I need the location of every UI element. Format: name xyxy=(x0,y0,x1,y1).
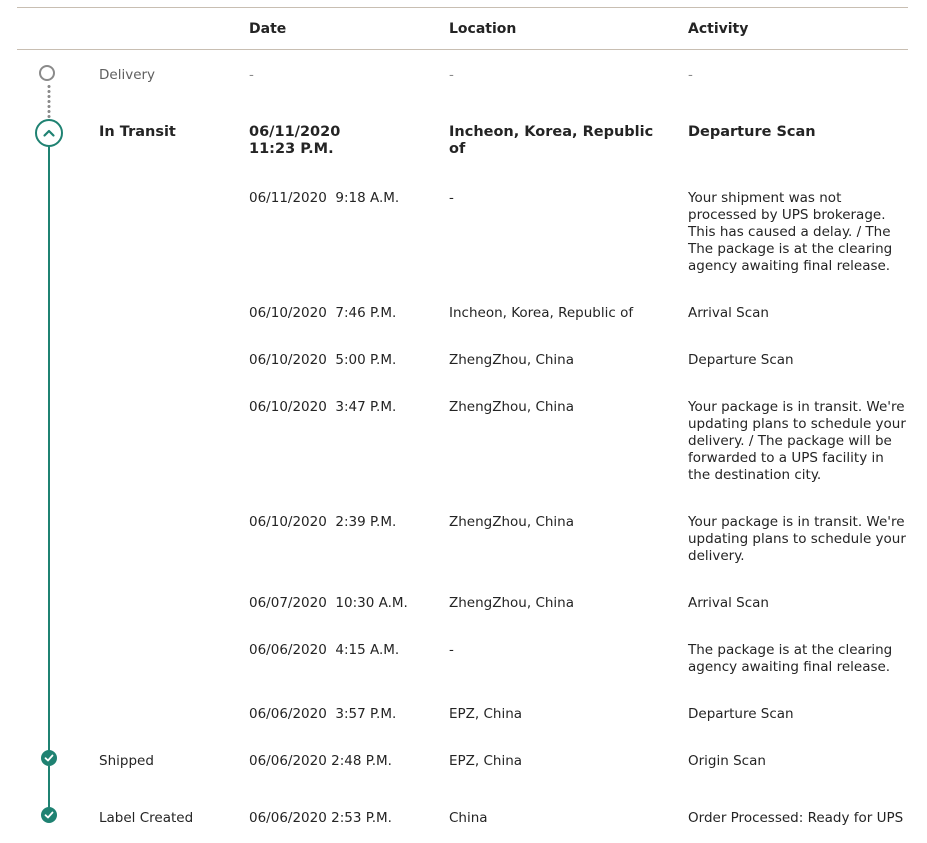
column-header-activity: Activity xyxy=(688,21,749,37)
delivery-date: - xyxy=(249,67,254,83)
progress-rail xyxy=(48,146,50,758)
event-date: 06/11/2020 9:18 A.M. xyxy=(249,190,400,206)
event-date: 06/10/2020 3:47 P.M. xyxy=(249,399,397,415)
shipped-date: 06/06/2020 2:48 P.M. xyxy=(249,753,392,769)
in-transit-date: 06/11/2020 11:23 P.M. xyxy=(249,124,341,157)
activity-line: The package is at the clearing xyxy=(688,241,893,257)
header-divider xyxy=(17,49,908,50)
event-date: 06/07/2020 10:30 A.M. xyxy=(249,595,408,611)
activity-line: Your shipment was not xyxy=(688,190,842,206)
activity-line: delivery. / The package will be xyxy=(688,433,892,449)
event-activity: Your shipment was not processed by UPS br… xyxy=(688,190,892,275)
activity-line: Your package is in transit. We're xyxy=(688,514,905,530)
event-activity: Departure Scan xyxy=(688,706,794,723)
activity-line: agency awaiting final release. xyxy=(688,258,891,274)
column-header-date: Date xyxy=(249,21,287,37)
activity-line: updating plans to schedule your xyxy=(688,531,906,547)
event-activity: Arrival Scan xyxy=(688,305,769,322)
event-location: ZhengZhou, China xyxy=(449,514,575,530)
column-header-location: Location xyxy=(449,21,517,37)
event-location: ZhengZhou, China xyxy=(449,352,575,368)
activity-line: Your package is in transit. We're xyxy=(688,399,905,415)
event-activity: Your package is in transit. We're updatin… xyxy=(688,399,906,484)
event-activity: The package is at the clearing agency awa… xyxy=(688,642,892,676)
in-transit-activity: Departure Scan xyxy=(688,124,816,140)
status-in-transit: In Transit xyxy=(99,124,176,140)
activity-line: updating plans to schedule your xyxy=(688,416,906,432)
event-location: ZhengZhou, China xyxy=(449,595,575,611)
event-location: Incheon, Korea, Republic of xyxy=(449,305,634,321)
event-location: - xyxy=(449,190,454,206)
activity-line: processed by UPS brokerage. xyxy=(688,207,886,223)
event-location: ZhengZhou, China xyxy=(449,399,575,415)
shipped-check-icon xyxy=(41,750,57,766)
shipped-activity: Origin Scan xyxy=(688,753,766,769)
collapse-chevron-up-icon[interactable] xyxy=(35,119,63,147)
event-date: 06/10/2020 5:00 P.M. xyxy=(249,352,397,368)
event-date: 06/06/2020 4:15 A.M. xyxy=(249,642,400,658)
status-delivery: Delivery xyxy=(99,67,156,83)
pending-step-icon xyxy=(39,65,55,81)
delivery-location: - xyxy=(449,67,454,83)
event-date: 06/10/2020 7:46 P.M. xyxy=(249,305,397,321)
activity-line: The package is at the clearing xyxy=(688,642,893,658)
activity-line: forwarded to a UPS facility in xyxy=(688,450,884,466)
label-created-date: 06/06/2020 2:53 P.M. xyxy=(249,810,392,826)
delivery-activity: - xyxy=(688,67,693,83)
status-shipped: Shipped xyxy=(99,753,154,769)
event-activity: Departure Scan xyxy=(688,352,794,369)
in-transit-location: Incheon, Korea, Republic of xyxy=(449,124,654,157)
event-location: EPZ, China xyxy=(449,706,523,722)
label-created-location: China xyxy=(449,810,488,826)
progress-rail-lower xyxy=(48,766,50,810)
label-created-activity: Order Processed: Ready for UPS xyxy=(688,810,904,826)
event-date: 06/06/2020 3:57 P.M. xyxy=(249,706,397,722)
status-label-created: Label Created xyxy=(99,810,194,826)
activity-line: Departure Scan xyxy=(688,352,794,368)
shipped-location: EPZ, China xyxy=(449,753,523,769)
top-divider xyxy=(17,7,908,8)
event-activity: Your package is in transit. We're updatin… xyxy=(688,514,906,565)
activity-line: Arrival Scan xyxy=(688,595,769,611)
activity-line: Arrival Scan xyxy=(688,305,769,321)
event-location: - xyxy=(449,642,454,658)
activity-line: delivery. xyxy=(688,548,745,564)
activity-line: agency awaiting final release. xyxy=(688,659,891,675)
event-date: 06/10/2020 2:39 P.M. xyxy=(249,514,397,530)
activity-line: Departure Scan xyxy=(688,706,794,722)
activity-line: the destination city. xyxy=(688,467,822,483)
label-created-check-icon xyxy=(41,807,57,823)
event-activity: Arrival Scan xyxy=(688,595,769,612)
pending-connector xyxy=(47,84,51,118)
activity-line: This has caused a delay. / The xyxy=(688,224,891,240)
